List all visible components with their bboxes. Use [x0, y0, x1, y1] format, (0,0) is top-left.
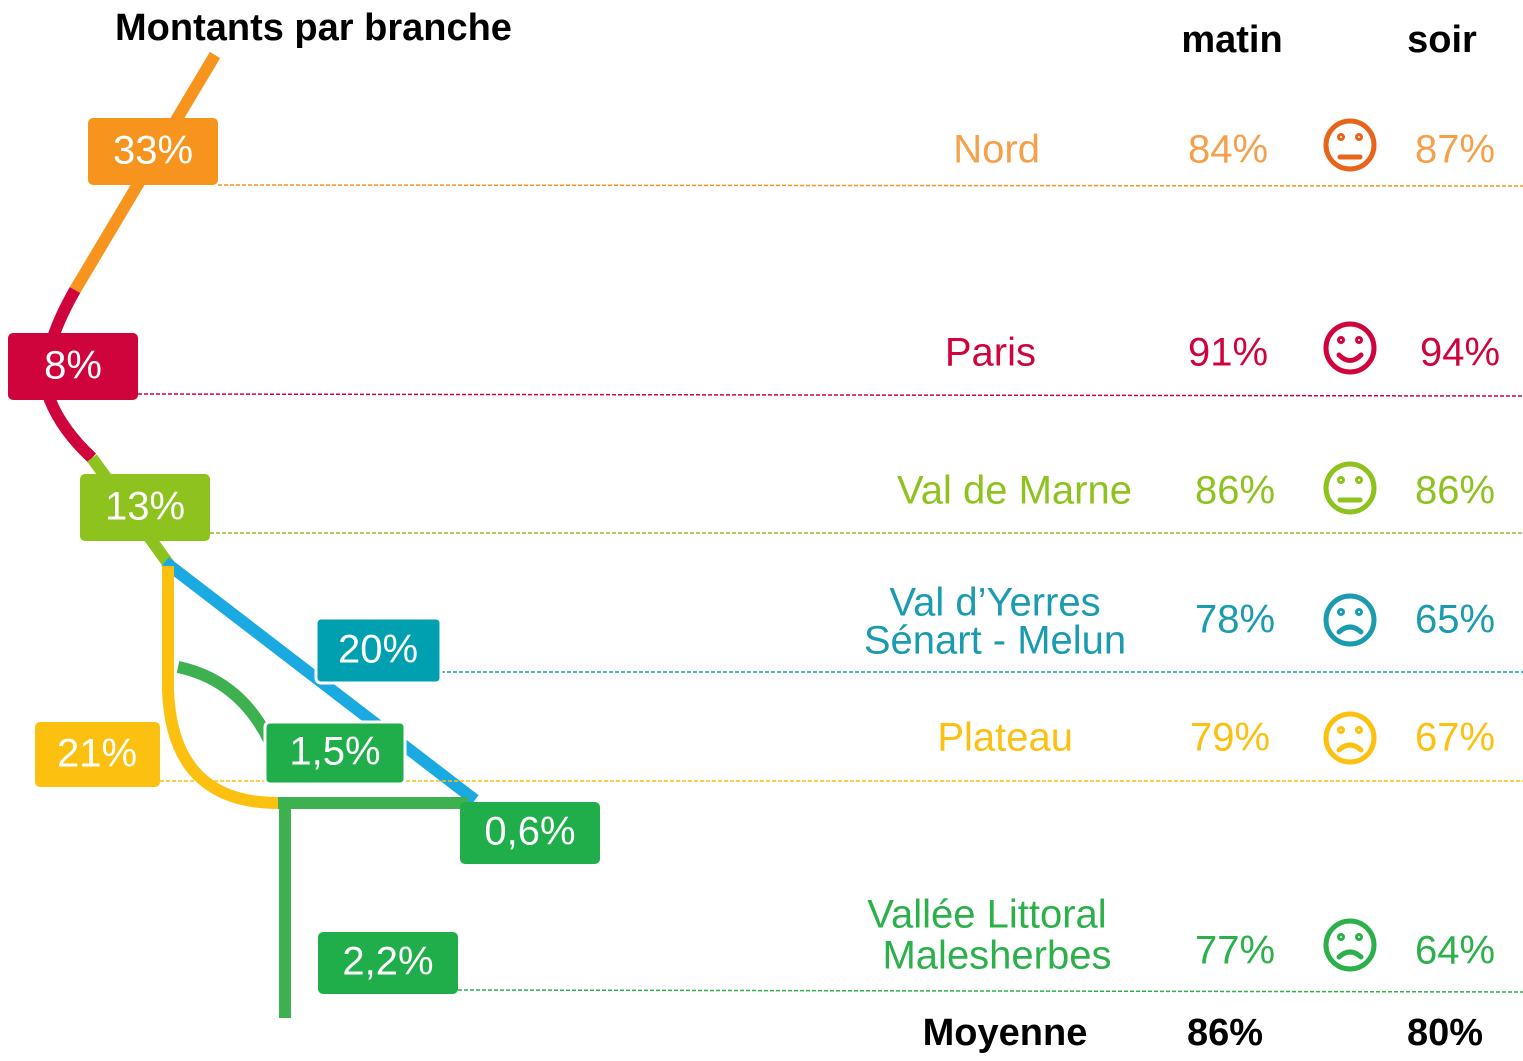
morning: 91% — [1188, 331, 1268, 375]
evening: 86% — [1415, 469, 1495, 513]
box — [88, 118, 218, 185]
average-evening: 80% — [1407, 1012, 1483, 1054]
row-name: Nord — [953, 128, 1040, 172]
title: Montants par branche — [115, 7, 512, 49]
row-name: Malesherbes — [882, 934, 1111, 978]
branch-value: 8% — [44, 344, 102, 388]
happy-face — [1323, 321, 1377, 375]
box — [8, 333, 138, 400]
box — [80, 474, 210, 541]
branch-value: 20% — [338, 628, 418, 672]
morning: 79% — [1190, 716, 1270, 760]
smileys — [1323, 118, 1377, 972]
branch-value: 33% — [113, 129, 193, 173]
branch-value: 2,2% — [342, 940, 433, 984]
morning: 78% — [1195, 598, 1275, 642]
box — [263, 720, 407, 786]
morning: 84% — [1188, 128, 1268, 172]
row-name: Vallée Littoral — [867, 893, 1106, 937]
branch-value: 1,5% — [289, 730, 380, 774]
box — [318, 932, 458, 994]
row: Paris 91% 94% — [945, 331, 1500, 375]
evening: 94% — [1420, 331, 1500, 375]
evening: 67% — [1415, 716, 1495, 760]
branch-value: 21% — [57, 732, 137, 776]
row-name: Val de Marne — [897, 469, 1132, 513]
sad-face — [1323, 918, 1377, 972]
box — [35, 722, 160, 787]
box — [460, 802, 600, 864]
row-name: Sénart - Melun — [864, 619, 1126, 663]
morning: 86% — [1195, 469, 1275, 513]
row: Plateau 79% 67% — [937, 716, 1495, 760]
row: Nord 84% 87% — [953, 128, 1495, 172]
branch-labels: 33% 8% 13% 20% 21% 1,5% 0,6% 2,2% — [8, 118, 600, 994]
row-name: Paris — [945, 331, 1036, 375]
row: Vallée Littoral Malesherbes 77% 64% — [867, 893, 1495, 978]
neutral-face — [1323, 118, 1377, 172]
average-label: Moyenne — [923, 1012, 1088, 1054]
row: Val de Marne 86% 86% — [897, 469, 1495, 513]
header-soir: soir — [1407, 19, 1477, 61]
sad-face — [1323, 711, 1377, 765]
row-name: Val d’Yerres — [889, 581, 1100, 625]
average-morning: 86% — [1187, 1012, 1263, 1054]
neutral-face — [1323, 461, 1377, 515]
rows: Nord 84% 87% Paris 91% 94% Val de Marne … — [864, 128, 1500, 978]
branch-value: 13% — [105, 485, 185, 529]
evening: 65% — [1415, 598, 1495, 642]
header-matin: matin — [1181, 19, 1282, 61]
evening: 64% — [1415, 929, 1495, 973]
sad-face — [1323, 593, 1377, 647]
row-name: Plateau — [937, 716, 1073, 760]
evening: 87% — [1415, 128, 1495, 172]
box — [314, 616, 443, 685]
branch-value: 0,6% — [484, 810, 575, 854]
row: Val d’Yerres Sénart - Melun 78% 65% — [864, 581, 1495, 663]
dashed-lines — [137, 184, 1523, 993]
morning: 77% — [1195, 929, 1275, 973]
